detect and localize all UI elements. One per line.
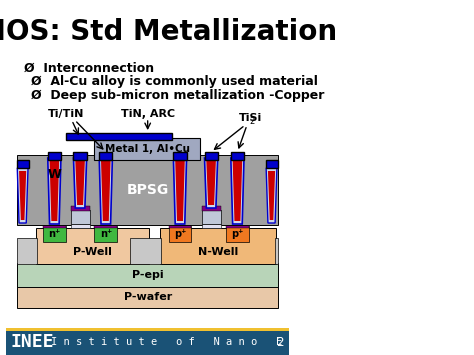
FancyBboxPatch shape xyxy=(226,226,249,242)
Polygon shape xyxy=(17,168,28,223)
Text: Ø  Deep sub-micron metallization -Copper: Ø Deep sub-micron metallization -Copper xyxy=(31,89,324,103)
FancyBboxPatch shape xyxy=(73,152,87,160)
Text: 2: 2 xyxy=(277,335,284,349)
FancyBboxPatch shape xyxy=(173,152,187,160)
Polygon shape xyxy=(204,158,218,208)
Polygon shape xyxy=(73,158,87,208)
FancyBboxPatch shape xyxy=(201,206,221,211)
FancyBboxPatch shape xyxy=(43,226,66,242)
Text: P-wafer: P-wafer xyxy=(124,292,172,302)
FancyBboxPatch shape xyxy=(48,152,61,160)
Text: 2: 2 xyxy=(249,116,255,126)
FancyBboxPatch shape xyxy=(275,238,277,264)
Polygon shape xyxy=(101,161,110,221)
FancyBboxPatch shape xyxy=(265,160,277,168)
Text: Ø  Interconnection: Ø Interconnection xyxy=(24,61,154,75)
FancyBboxPatch shape xyxy=(17,286,277,308)
Text: W: W xyxy=(47,169,61,181)
Polygon shape xyxy=(75,161,85,205)
Polygon shape xyxy=(48,158,61,224)
Text: TiN, ARC: TiN, ARC xyxy=(120,109,175,119)
Polygon shape xyxy=(173,158,187,224)
Polygon shape xyxy=(50,161,59,221)
Text: P-epi: P-epi xyxy=(132,270,164,280)
Text: n⁺: n⁺ xyxy=(48,229,61,239)
Text: CMOS: Std Metallization: CMOS: Std Metallization xyxy=(0,18,337,46)
FancyBboxPatch shape xyxy=(201,224,221,228)
Polygon shape xyxy=(266,168,277,223)
FancyBboxPatch shape xyxy=(71,206,90,211)
Polygon shape xyxy=(99,158,112,224)
FancyBboxPatch shape xyxy=(17,263,277,287)
Text: INEE: INEE xyxy=(11,333,54,351)
Text: Metal 1, Al•Cu: Metal 1, Al•Cu xyxy=(105,144,190,154)
FancyBboxPatch shape xyxy=(201,210,221,224)
FancyBboxPatch shape xyxy=(130,238,162,264)
Text: p⁺: p⁺ xyxy=(231,229,244,239)
Polygon shape xyxy=(19,171,26,220)
Text: BPSG: BPSG xyxy=(127,183,169,197)
FancyBboxPatch shape xyxy=(17,238,37,264)
FancyBboxPatch shape xyxy=(6,328,290,331)
FancyBboxPatch shape xyxy=(94,222,117,228)
Text: Ti/TiN: Ti/TiN xyxy=(47,109,84,119)
Polygon shape xyxy=(231,158,244,224)
FancyBboxPatch shape xyxy=(43,222,66,228)
Text: N-Well: N-Well xyxy=(198,247,238,257)
FancyBboxPatch shape xyxy=(99,152,112,160)
FancyBboxPatch shape xyxy=(231,152,244,160)
Text: Ø  Al-Cu alloy is commonly used material: Ø Al-Cu alloy is commonly used material xyxy=(31,76,318,88)
Polygon shape xyxy=(268,171,275,220)
Text: p⁺: p⁺ xyxy=(174,229,186,239)
Polygon shape xyxy=(206,161,216,205)
Polygon shape xyxy=(175,161,185,221)
Text: TiSi: TiSi xyxy=(239,113,263,123)
FancyBboxPatch shape xyxy=(94,138,200,160)
FancyBboxPatch shape xyxy=(36,228,149,264)
FancyBboxPatch shape xyxy=(17,160,28,168)
FancyBboxPatch shape xyxy=(6,330,290,355)
Polygon shape xyxy=(233,161,242,221)
FancyBboxPatch shape xyxy=(71,224,90,228)
FancyBboxPatch shape xyxy=(94,226,117,242)
Text: I n s t i t u t e   o f   N a n o   E l e c t r o n i c   E n g i n e e r i n g: I n s t i t u t e o f N a n o E l e c t … xyxy=(51,337,474,347)
FancyBboxPatch shape xyxy=(17,155,277,225)
FancyBboxPatch shape xyxy=(66,133,172,140)
Text: n⁺: n⁺ xyxy=(100,229,112,239)
Text: P-Well: P-Well xyxy=(73,247,112,257)
FancyBboxPatch shape xyxy=(226,222,249,228)
FancyBboxPatch shape xyxy=(204,152,218,160)
FancyBboxPatch shape xyxy=(71,210,90,224)
FancyBboxPatch shape xyxy=(169,222,191,228)
FancyBboxPatch shape xyxy=(169,226,191,242)
FancyBboxPatch shape xyxy=(160,228,276,264)
